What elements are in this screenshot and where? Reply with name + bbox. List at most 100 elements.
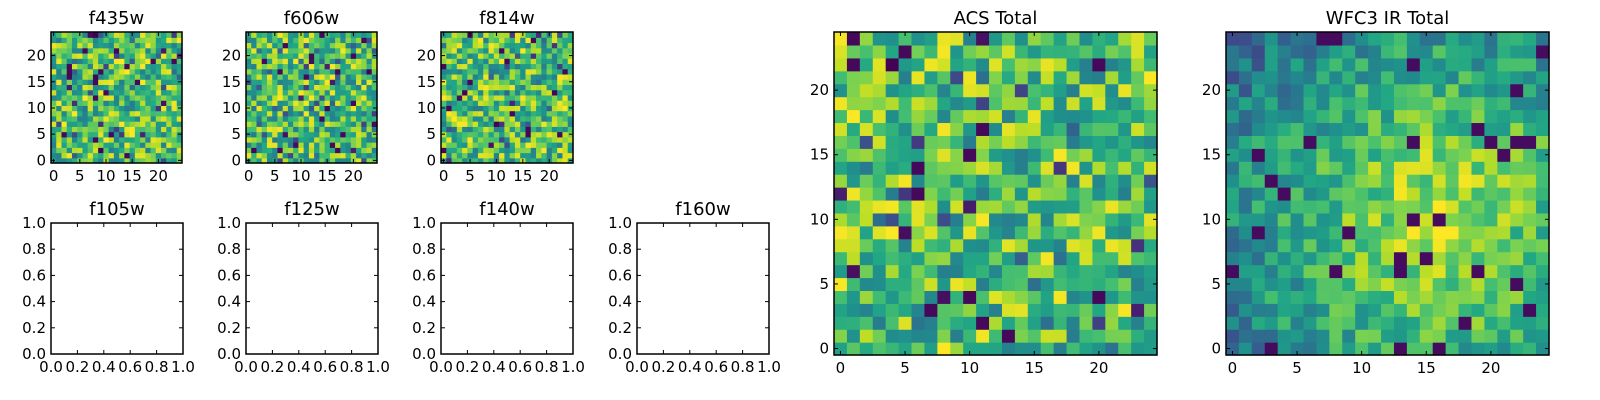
heatmap-cell: [1053, 199, 1068, 214]
heatmap-cell: [446, 47, 453, 54]
heatmap-cell: [87, 157, 94, 164]
heatmap-cell: [937, 57, 951, 72]
heatmap-cell: [499, 73, 505, 80]
heatmap-cell: [124, 105, 131, 112]
heatmap-cell: [166, 115, 173, 122]
heatmap-cell: [456, 94, 463, 101]
heatmap-cell: [1471, 32, 1485, 46]
heatmap-cell: [504, 152, 511, 159]
heatmap-cell: [557, 37, 564, 44]
heatmap-cell: [155, 37, 162, 44]
heatmap-cell: [541, 84, 548, 91]
heatmap-cell: [546, 152, 553, 159]
heatmap-cell: [1342, 83, 1356, 98]
heatmap-cell: [1264, 122, 1279, 136]
heatmap-cell: [150, 142, 157, 148]
heatmap-cell: [976, 83, 990, 98]
heatmap-cell: [287, 126, 294, 133]
x-tick-label: 0.6: [704, 358, 728, 376]
heatmap-cell: [846, 316, 861, 330]
heatmap-cell: [82, 131, 89, 138]
heatmap-cell: [314, 52, 320, 59]
heatmap-cell: [441, 126, 447, 133]
heatmap-cell: [66, 68, 73, 75]
heatmap-cell: [324, 63, 331, 70]
y-tick-label: 0.4: [22, 293, 46, 311]
heatmap-cell: [834, 316, 848, 330]
heatmap-cell: [1131, 187, 1145, 201]
heatmap-cell: [1105, 225, 1119, 240]
heatmap-cell: [1290, 238, 1305, 253]
heatmap-cell: [1092, 32, 1106, 46]
heatmap-cell: [451, 32, 458, 38]
heatmap-cell: [150, 157, 157, 164]
heatmap-cell: [134, 47, 141, 54]
heatmap-cell: [562, 131, 569, 138]
heatmap-cell: [520, 105, 527, 112]
heatmap-cell: [551, 73, 558, 80]
heatmap-cell: [298, 131, 305, 138]
heatmap-cell: [859, 264, 874, 279]
heatmap-cell: [551, 157, 558, 164]
heatmap-cell: [872, 212, 887, 227]
heatmap-cell: [472, 52, 479, 59]
y-tick-label: 0.4: [608, 293, 632, 311]
heatmap-cell: [140, 94, 146, 101]
heatmap-cell: [509, 42, 516, 49]
heatmap-cell: [493, 136, 500, 143]
heatmap-cell: [1290, 148, 1305, 162]
heatmap-cell: [911, 96, 926, 111]
y-tick-label: 0.8: [608, 240, 632, 258]
heatmap-cell: [963, 303, 977, 317]
heatmap-cell: [324, 94, 331, 101]
heatmap-cell: [1445, 122, 1460, 136]
heatmap-cell: [282, 84, 289, 91]
heatmap-cell: [1040, 109, 1055, 124]
heatmap-cell: [161, 142, 167, 148]
heatmap-cell: [1316, 212, 1330, 227]
heatmap-cell: [872, 109, 887, 124]
heatmap-cell: [911, 303, 926, 317]
heatmap-cell: [525, 110, 532, 117]
heatmap-cell: [1066, 57, 1081, 72]
heatmap-cell: [1381, 148, 1395, 162]
heatmap-cell: [834, 44, 848, 59]
heatmap-cell: [61, 84, 68, 91]
heatmap-cell: [1251, 161, 1266, 175]
heatmap-cell: [1118, 135, 1132, 149]
heatmap-cell: [846, 264, 861, 279]
heatmap-cell: [1497, 290, 1511, 304]
heatmap-cell: [129, 63, 136, 70]
heatmap-cell: [303, 157, 310, 164]
heatmap-cell: [483, 94, 490, 101]
heatmap-cell: [1079, 96, 1093, 111]
heatmap-cell: [98, 131, 104, 138]
heatmap-cell: [924, 161, 938, 175]
heatmap-cell: [1523, 96, 1537, 111]
heatmap-cell: [108, 94, 115, 101]
heatmap-cell: [546, 121, 553, 127]
heatmap-cell: [1092, 70, 1106, 85]
heatmap-cell: [1355, 148, 1369, 162]
heatmap-cell: [1497, 316, 1511, 330]
heatmap-cell: [456, 142, 463, 148]
heatmap-cell: [834, 251, 848, 266]
x-tick-label: 0: [244, 167, 254, 185]
heatmap-cell: [477, 58, 484, 65]
heatmap-cell: [567, 94, 574, 101]
heatmap-cell: [82, 110, 89, 117]
heatmap-cell: [340, 73, 347, 80]
heatmap-cell: [1497, 342, 1511, 356]
heatmap-cell: [1368, 316, 1382, 330]
heatmap-cell: [456, 105, 463, 112]
heatmap-cell: [256, 58, 263, 65]
heatmap-cell: [1053, 212, 1068, 227]
heatmap-cell: [1014, 174, 1029, 188]
heatmap-cell: [155, 47, 162, 54]
heatmap-cell: [77, 110, 84, 117]
heatmap-cell: [1510, 135, 1524, 149]
heatmap-cell: [950, 83, 964, 98]
heatmap-cell: [541, 126, 548, 133]
heatmap-cell: [1432, 225, 1447, 240]
heatmap-cells: [441, 32, 574, 164]
